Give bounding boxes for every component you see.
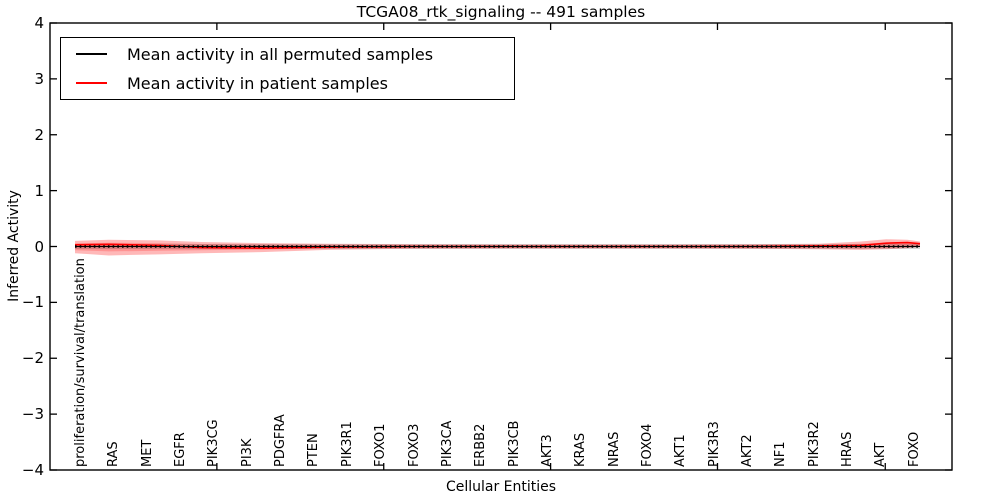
x-tick-label: FOXO1 <box>373 423 389 467</box>
x-tick-label: PTEN <box>306 433 322 467</box>
legend-label: Mean activity in all permuted samples <box>127 44 434 64</box>
x-tick-label: EGFR <box>173 432 189 467</box>
y-tick-label: 1 <box>34 181 44 200</box>
x-tick-label: PIK3CG <box>206 419 222 467</box>
y-tick-label: 3 <box>34 69 44 88</box>
x-tick-label: ERBB2 <box>473 423 489 467</box>
x-tick-label: FOXO4 <box>639 423 655 467</box>
x-tick-label: PI3K <box>239 438 255 467</box>
legend-label: Mean activity in patient samples <box>127 73 388 93</box>
x-tick-label: RAS <box>106 441 122 467</box>
y-tick-label: 4 <box>34 14 44 32</box>
x-tick-label: PIK3CA <box>439 420 455 467</box>
x-tick-label: PIK3R3 <box>706 421 722 467</box>
x-tick-label: MET <box>139 439 155 467</box>
x-tick-label: HRAS <box>840 431 856 467</box>
x-tick-label: PDGFRA <box>273 414 289 467</box>
y-tick-label: −3 <box>21 405 44 424</box>
y-tick-label: −4 <box>21 461 44 479</box>
x-tick-label: AKT <box>873 442 889 467</box>
x-tick-label: proliferation/survival/translation <box>73 258 88 467</box>
x-tick-label: FOXO3 <box>406 423 422 467</box>
y-tick-label: −1 <box>21 293 44 312</box>
x-tick-label: NRAS <box>606 431 622 467</box>
legend-entry-patient: Mean activity in patient samples <box>61 70 514 96</box>
x-tick-label: KRAS <box>573 432 589 467</box>
legend-line-red <box>76 82 107 84</box>
x-tick-label: FOXO <box>906 431 922 467</box>
y-tick-label: −2 <box>21 349 44 368</box>
legend-line-black <box>76 53 107 55</box>
x-tick-label: PIK3R1 <box>339 421 355 467</box>
chart-title: TCGA08_rtk_signaling -- 491 samples <box>356 3 646 21</box>
x-tick-label: AKT1 <box>673 434 689 467</box>
legend: Mean activity in all permuted samples Me… <box>60 37 515 100</box>
y-tick-label: 2 <box>34 125 44 144</box>
x-tick-label: NF1 <box>773 441 789 467</box>
patient-std-band <box>75 239 920 256</box>
x-axis-label: Cellular Entities <box>445 479 557 495</box>
x-tick-label: AKT3 <box>539 434 555 467</box>
legend-entry-permuted: Mean activity in all permuted samples <box>61 41 514 67</box>
y-tick-label: 0 <box>34 237 44 256</box>
x-tick-label: PIK3R2 <box>806 421 822 467</box>
x-tick-label: AKT2 <box>740 434 755 467</box>
x-tick-label: PIK3CB <box>506 420 522 467</box>
